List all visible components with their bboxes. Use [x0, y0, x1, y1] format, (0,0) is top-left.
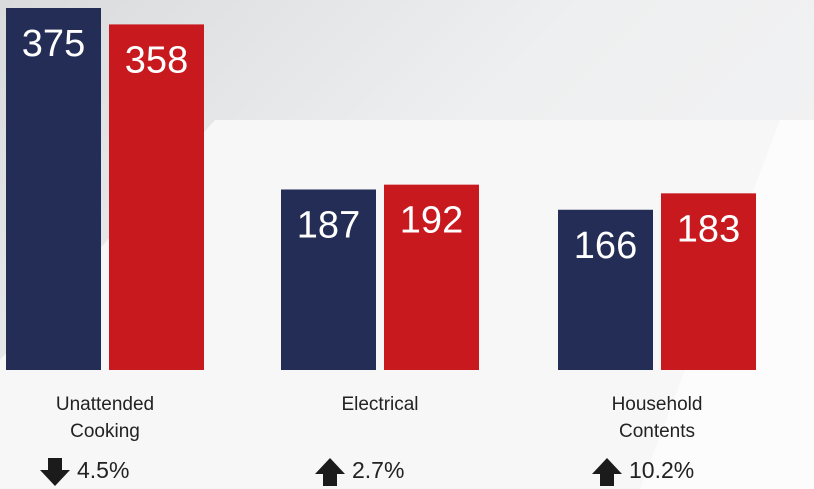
value-label: 166: [574, 225, 637, 267]
bar: [558, 209, 653, 370]
category-label: Unattended Cooking: [55, 394, 155, 442]
category-label: Electrical: [341, 394, 419, 415]
value-label: 183: [677, 208, 740, 250]
change-arrow: [592, 458, 622, 486]
category-label: Household Contents: [611, 394, 703, 442]
bar: [109, 24, 204, 370]
bar: [661, 193, 756, 370]
value-label: 192: [400, 200, 463, 242]
bar: [281, 189, 376, 370]
change-arrow: [40, 458, 70, 486]
value-label: 358: [125, 39, 188, 81]
value-label: 187: [297, 204, 360, 246]
bar: [6, 8, 101, 370]
change-label: 4.5%: [77, 457, 130, 483]
change-arrow: [315, 458, 345, 486]
change-label: 2.7%: [352, 457, 405, 483]
value-label: 375: [22, 23, 85, 65]
bar: [384, 184, 479, 370]
change-label: 10.2%: [629, 457, 695, 483]
